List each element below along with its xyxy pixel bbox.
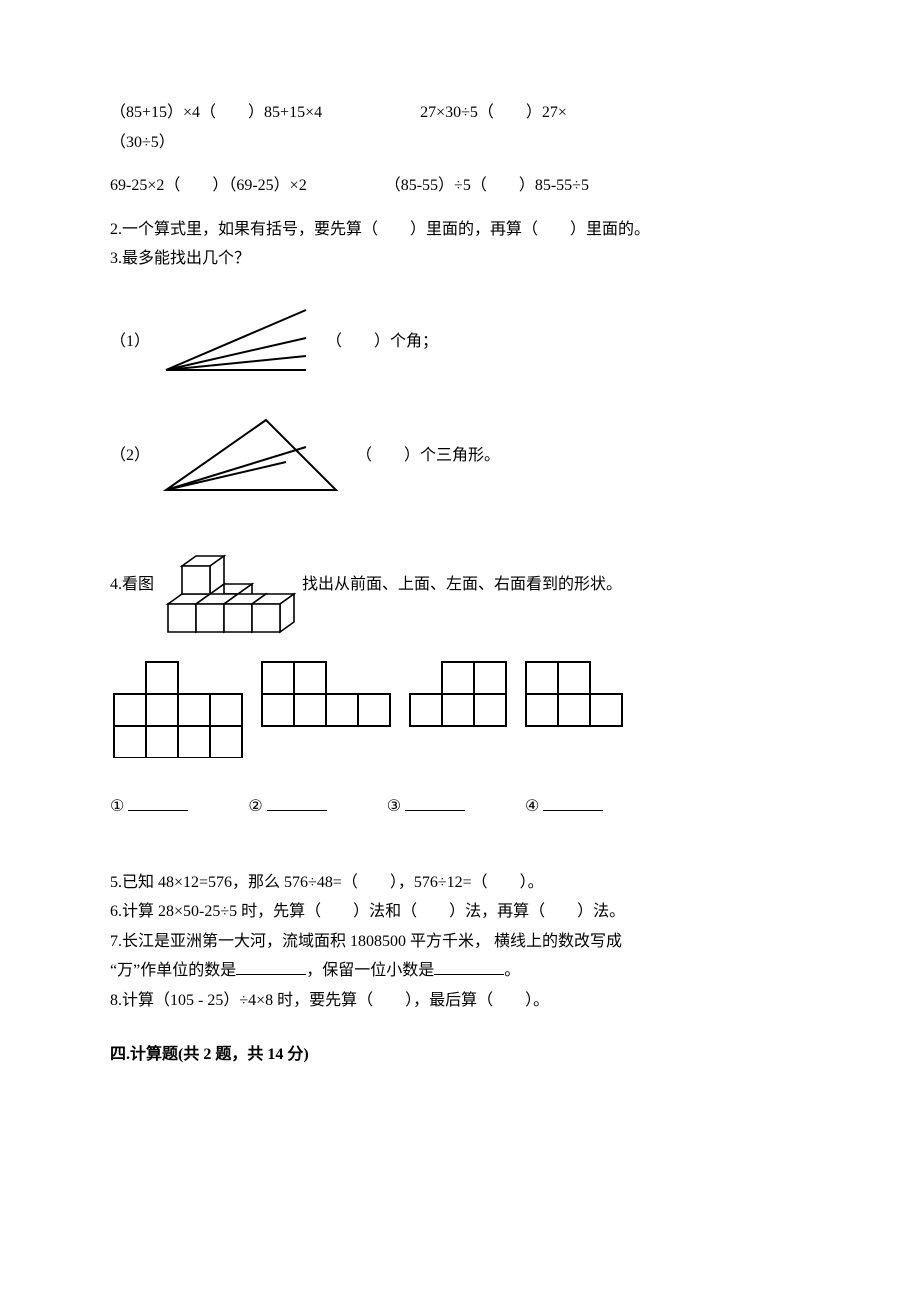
option-blank <box>267 794 327 811</box>
q1-row1-right: 27×30÷5（ ）27× <box>420 104 567 121</box>
q1-row2: 69-25×2（ ）（69-25）×2 （85-55）÷5（ ）85-55÷5 <box>110 173 810 199</box>
angle-figure <box>156 300 316 384</box>
q1-row2-left: 69-25×2（ ）（69-25）×2 <box>110 177 307 194</box>
q3-item1: （1） （ ）个角； <box>110 300 810 384</box>
option-label: ④ <box>525 798 539 815</box>
q7-b-end: 。 <box>504 962 520 979</box>
q7-line1: 7.长江是亚洲第一大河，流域面积 1808500 平方千米， 横线上的数改写成 <box>110 929 810 955</box>
q3-intro: 3.最多能找出几个？ <box>110 246 810 272</box>
q7-b-mid: ，保留一位小数是 <box>306 962 434 979</box>
q2: 2.一个算式里，如果有括号，要先算（ ）里面的，再算（ ）里面的。 <box>110 217 810 243</box>
q1-row1-left: （85+15）×4（ ）85+15×4 <box>110 104 322 121</box>
q4-views-row <box>110 658 810 758</box>
q8: 8.计算（105 - 25）÷4×8 时，要先算（ ），最后算（ ）。 <box>110 988 810 1014</box>
option-label: ② <box>248 798 262 815</box>
q4-suffix: 找出从前面、上面、左面、右面看到的形状。 <box>302 572 622 598</box>
worksheet-page: （85+15）×4（ ）85+15×4 27×30÷5（ ）27× （30÷5）… <box>0 0 920 1131</box>
q3-item2-blank: （ ）个三角形。 <box>356 443 500 469</box>
q5: 5.已知 48×12=576，那么 576÷48=（ ），576÷12=（ ）。 <box>110 870 810 896</box>
q7-blank2 <box>434 958 504 975</box>
option-label: ① <box>110 798 124 815</box>
triangle-figure <box>156 412 346 500</box>
q3-item1-index: （1） <box>110 329 150 355</box>
q7-b-pre: “万”作单位的数是 <box>110 962 236 979</box>
q4-prefix: 4.看图 <box>110 572 154 598</box>
option-blank <box>543 794 603 811</box>
q6: 6.计算 28×50-25÷5 时，先算（ ）法和（ ）法，再算（ ）法。 <box>110 899 810 925</box>
q3-item2: （2） （ ）个三角形。 <box>110 412 810 500</box>
option-blank <box>405 794 465 811</box>
cube-figure <box>158 530 298 640</box>
q4-options: ① ② ③ ④ <box>110 794 810 820</box>
q3-item2-index: （2） <box>110 443 150 469</box>
q1-row1b: （30÷5） <box>110 130 810 156</box>
option-label: ③ <box>387 798 401 815</box>
q3-item1-blank: （ ）个角； <box>326 329 438 355</box>
section4-heading: 四.计算题(共 2 题，共 14 分) <box>110 1042 810 1068</box>
q4-row: 4.看图 找出从前面、上面、左面、右面看到的形状。 <box>110 530 810 640</box>
q1-row2-right: （85-55）÷5（ ）85-55÷5 <box>385 177 589 194</box>
q7-blank1 <box>236 958 306 975</box>
views-figure <box>110 658 670 758</box>
q1-row1: （85+15）×4（ ）85+15×4 27×30÷5（ ）27× <box>110 100 810 126</box>
option-blank <box>128 794 188 811</box>
q7-line2: “万”作单位的数是 ，保留一位小数是 。 <box>110 958 810 984</box>
